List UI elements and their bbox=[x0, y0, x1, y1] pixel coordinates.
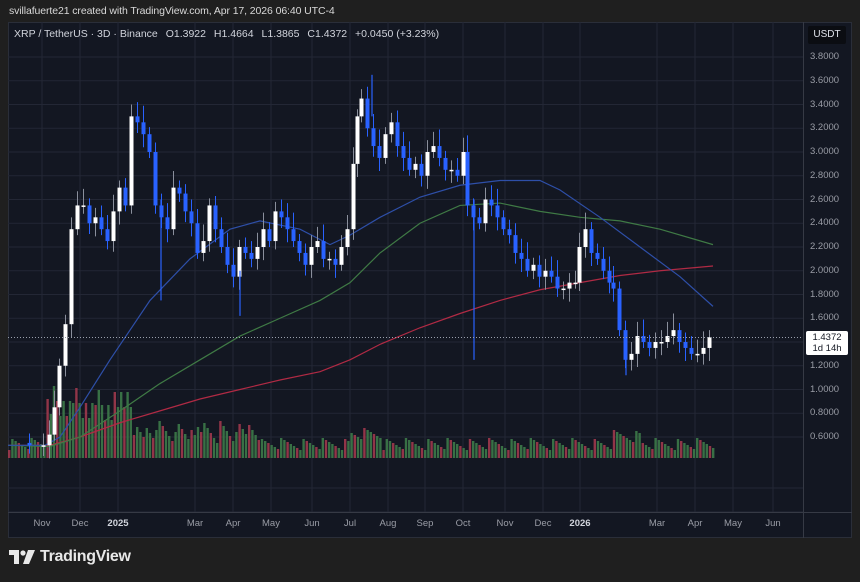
price-axis-separator bbox=[803, 22, 804, 538]
price-tick: 3.0000 bbox=[810, 146, 840, 157]
price-tick: 2.0000 bbox=[810, 264, 840, 276]
chart-credit: svillafuerte21 created with TradingView.… bbox=[9, 5, 335, 17]
time-tick: Dec bbox=[71, 518, 89, 529]
time-tick: Nov bbox=[496, 518, 514, 529]
bar-countdown: 1d 14h bbox=[812, 343, 842, 354]
tradingview-logo[interactable]: TradingView bbox=[9, 548, 131, 566]
close-value: C1.4372 bbox=[307, 28, 348, 40]
time-axis-separator bbox=[8, 512, 852, 513]
time-tick: 2025 bbox=[107, 518, 129, 529]
price-tick: 2.6000 bbox=[810, 193, 840, 205]
ma-mid-line bbox=[8, 202, 714, 448]
chart-legend: XRP / TetherUS · 3D · Binance O1.3922 H1… bbox=[14, 28, 444, 40]
last-price-value: 1.4372 bbox=[812, 332, 842, 343]
price-tick: 1.0000 bbox=[810, 383, 840, 395]
time-tick: Apr bbox=[225, 518, 241, 529]
open-value: O1.3922 bbox=[165, 28, 206, 40]
time-tick: Sep bbox=[416, 518, 434, 529]
price-tick: 2.2000 bbox=[810, 241, 840, 252]
price-tick: 3.4000 bbox=[810, 98, 840, 110]
last-price-label: 1.4372 1d 14h bbox=[806, 331, 848, 355]
time-tick: Jun bbox=[304, 518, 320, 529]
logo-text: TradingView bbox=[40, 548, 131, 565]
time-tick: 2026 bbox=[569, 518, 591, 529]
price-tick: 1.6000 bbox=[810, 312, 840, 324]
tradingview-logo-icon bbox=[9, 550, 35, 564]
price-tick: 2.8000 bbox=[810, 169, 840, 181]
time-tick: Aug bbox=[379, 518, 397, 529]
low-value: L1.3865 bbox=[261, 28, 300, 40]
time-tick: Jun bbox=[765, 518, 781, 529]
chart-panel[interactable] bbox=[8, 22, 852, 538]
price-tick: 1.8000 bbox=[810, 288, 840, 300]
price-tick: 0.8000 bbox=[810, 407, 840, 419]
time-tick: Mar bbox=[648, 518, 666, 529]
price-tick: 2.4000 bbox=[810, 217, 840, 229]
price-chart[interactable] bbox=[8, 22, 852, 538]
time-tick: May bbox=[724, 518, 742, 529]
time-tick: Nov bbox=[33, 518, 51, 529]
price-tick: 3.8000 bbox=[810, 51, 840, 62]
price-tick: 3.2000 bbox=[810, 122, 840, 134]
volume-bars bbox=[8, 386, 715, 458]
time-tick: Apr bbox=[687, 518, 703, 529]
time-tick: Dec bbox=[534, 518, 552, 529]
price-tick: 0.6000 bbox=[810, 431, 840, 442]
change-value: +0.0450 (+3.23%) bbox=[355, 28, 440, 40]
ma-short-line bbox=[8, 179, 714, 446]
price-tick: 1.2000 bbox=[810, 359, 840, 371]
currency-unit-button[interactable]: USDT bbox=[808, 26, 846, 44]
symbol-label[interactable]: XRP / TetherUS · 3D · Binance bbox=[14, 28, 158, 40]
candlesticks bbox=[27, 74, 712, 459]
time-tick: Jul bbox=[343, 518, 357, 529]
time-tick: Oct bbox=[455, 518, 471, 529]
time-tick: May bbox=[262, 518, 280, 529]
high-value: H1.4664 bbox=[213, 28, 254, 40]
time-tick: Mar bbox=[186, 518, 204, 529]
price-tick: 3.6000 bbox=[810, 74, 840, 86]
